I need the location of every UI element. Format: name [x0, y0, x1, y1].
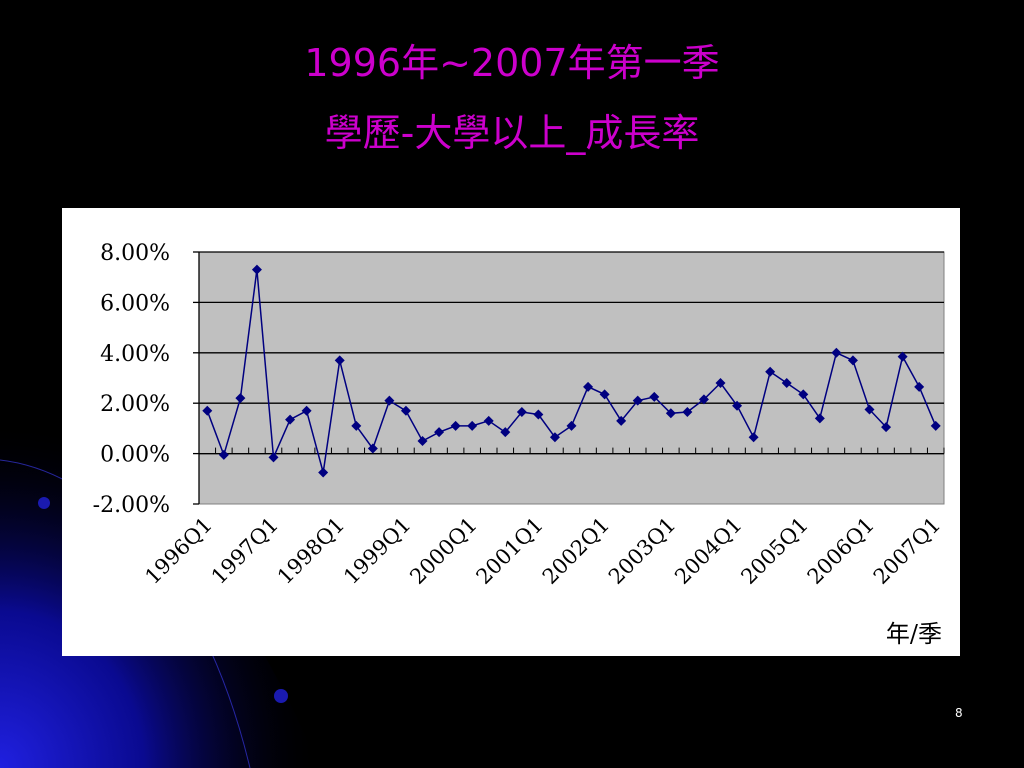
x-tick-label: 2005Q1: [736, 513, 812, 589]
data-point: [781, 378, 792, 389]
data-point: [549, 432, 560, 443]
data-point: [285, 414, 296, 425]
x-tick-label: 2006Q1: [803, 513, 879, 589]
data-point: [665, 408, 676, 419]
data-point: [202, 405, 213, 416]
data-point: [914, 381, 925, 392]
data-point: [235, 393, 246, 404]
data-point: [467, 420, 478, 431]
data-point: [500, 427, 511, 438]
data-point: [334, 355, 345, 366]
y-tick-label: 0.00%: [100, 443, 170, 468]
data-point: [251, 264, 262, 275]
data-point: [301, 405, 312, 416]
data-point: [599, 389, 610, 400]
y-tick-label: 2.00%: [100, 392, 170, 417]
data-point: [367, 443, 378, 454]
y-tick-label: 8.00%: [100, 241, 170, 266]
x-tick-label: 2002Q1: [538, 513, 614, 589]
data-point: [930, 420, 941, 431]
data-point: [732, 400, 743, 411]
data-point: [798, 389, 809, 400]
slide-number: 8: [955, 706, 963, 720]
data-point: [268, 452, 279, 463]
data-point: [881, 422, 892, 433]
data-point: [400, 405, 411, 416]
data-point: [351, 420, 362, 431]
slide-title-line-1: 1996年~2007年第一季: [304, 41, 720, 85]
data-point: [682, 407, 693, 418]
data-point: [566, 420, 577, 431]
x-axis-title: 年/季: [886, 620, 942, 648]
data-point: [814, 413, 825, 424]
data-point: [864, 404, 875, 415]
data-point: [616, 415, 627, 426]
data-point: [698, 394, 709, 405]
data-point: [748, 432, 759, 443]
data-point: [831, 347, 842, 358]
data-point: [847, 355, 858, 366]
slide-title-line-2: 學歷-大學以上_成長率: [324, 111, 700, 155]
data-point: [897, 351, 908, 362]
x-tick-label: 1996Q1: [140, 513, 216, 589]
data-point: [715, 378, 726, 389]
data-point: [318, 467, 329, 478]
data-point: [450, 420, 461, 431]
data-point: [434, 427, 445, 438]
data-point: [384, 395, 395, 406]
x-tick-label: 1998Q1: [273, 513, 349, 589]
x-tick-label: 2003Q1: [604, 513, 680, 589]
y-tick-label: 4.00%: [100, 342, 170, 367]
data-point: [516, 407, 527, 418]
data-point: [218, 449, 229, 460]
data-point: [483, 415, 494, 426]
data-point: [417, 436, 428, 446]
x-tick-label: 2001Q1: [472, 513, 548, 589]
x-tick-label: 1997Q1: [207, 513, 283, 589]
data-point: [533, 409, 544, 420]
data-point: [632, 395, 643, 406]
x-tick-label: 1999Q1: [339, 513, 415, 589]
plot-area: [198, 251, 945, 505]
line-chart: -2.00%0.00%2.00%4.00%6.00%8.00%1996Q1199…: [93, 241, 946, 648]
x-tick-label: 2007Q1: [869, 513, 945, 589]
x-tick-label: 2000Q1: [405, 513, 481, 589]
data-point: [583, 381, 594, 392]
y-tick-label: -2.00%: [93, 493, 170, 518]
data-point: [765, 366, 776, 377]
y-tick-label: 6.00%: [100, 291, 170, 316]
x-tick-label: 2004Q1: [670, 513, 746, 589]
data-point: [649, 391, 660, 402]
chart-panel: -2.00% 0.00% 2.00% 4.00% 6.00% 8.00% 1996Q1 199…: [62, 208, 960, 656]
